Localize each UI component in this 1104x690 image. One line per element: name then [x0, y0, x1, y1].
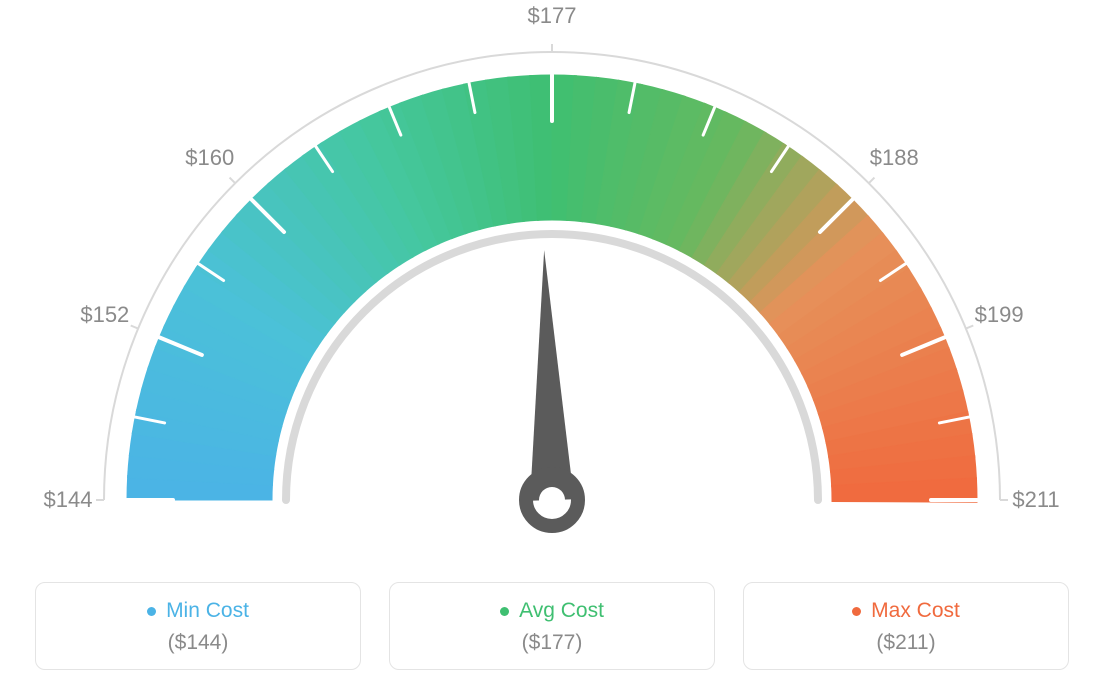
gauge-tick-label: $144: [44, 487, 93, 513]
legend-dot-icon: [500, 607, 509, 616]
legend-title-text: Avg Cost: [519, 599, 604, 623]
legend-dot-icon: [852, 607, 861, 616]
legend-value: ($177): [390, 631, 714, 655]
legend-dot-icon: [147, 607, 156, 616]
gauge-tick-label: $199: [975, 302, 1024, 328]
legend-title: Avg Cost: [500, 599, 604, 623]
gauge-tick-label: $188: [870, 145, 919, 171]
max-cost-card: Max Cost ($211): [743, 582, 1069, 670]
gauge-tick-label: $211: [1012, 487, 1059, 513]
min-cost-card: Min Cost ($144): [35, 582, 361, 670]
legend-row: Min Cost ($144) Avg Cost ($177) Max Cost ($21…: [0, 582, 1104, 670]
avg-cost-card: Avg Cost ($177): [389, 582, 715, 670]
gauge-tick-label: $160: [185, 145, 234, 171]
legend-title: Max Cost: [852, 599, 960, 623]
legend-value: ($211): [744, 631, 1068, 655]
gauge-tick-label: $177: [528, 3, 577, 29]
gauge-tick-label: $152: [80, 302, 129, 328]
legend-title-text: Max Cost: [871, 599, 960, 623]
gauge-chart: $144 $152 $160 $177 $188 $199 $211: [0, 0, 1104, 560]
gauge-svg: [0, 0, 1104, 560]
legend-value: ($144): [36, 631, 360, 655]
legend-title-text: Min Cost: [166, 599, 249, 623]
legend-title: Min Cost: [147, 599, 249, 623]
